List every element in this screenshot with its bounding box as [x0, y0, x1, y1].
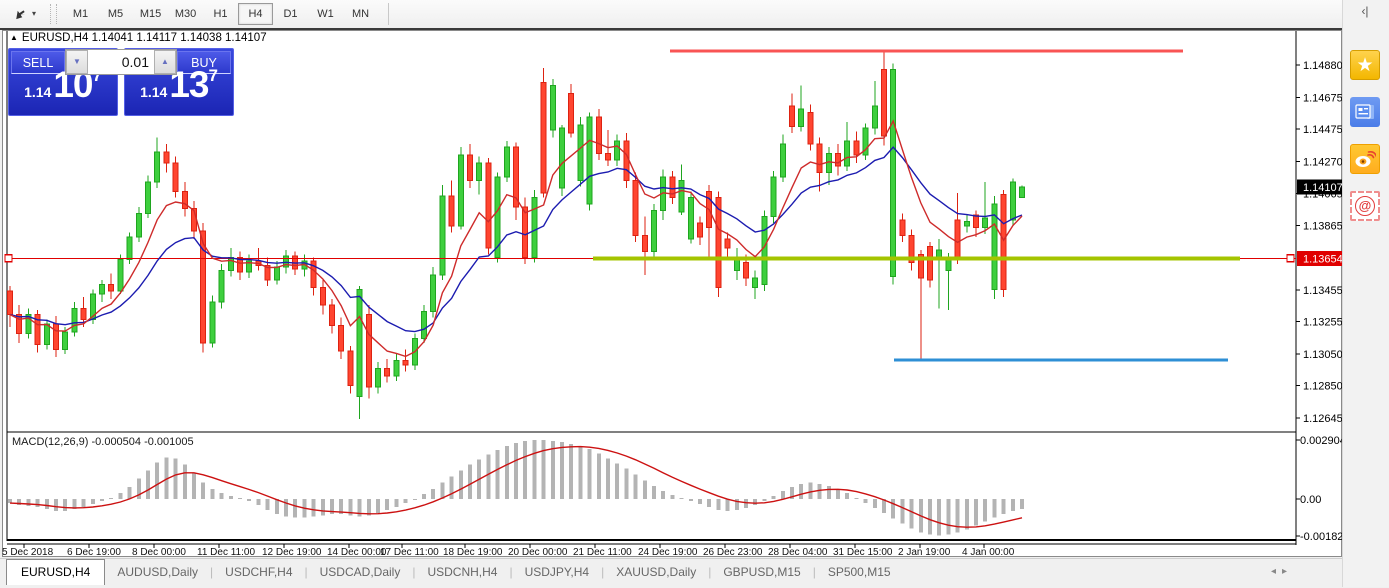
- timeframe-button-h4[interactable]: H4: [238, 3, 274, 25]
- tab-scroll-left-icon[interactable]: ◂: [1270, 566, 1282, 577]
- tab-gbpusd-m15[interactable]: GBPUSD,M15: [723, 565, 801, 579]
- volume-stepper: ▼ ▲: [65, 49, 177, 75]
- toolbar-grip: [50, 4, 58, 24]
- volume-decrease-button[interactable]: ▼: [66, 50, 88, 74]
- mail-button[interactable]: @: [1350, 191, 1380, 221]
- tab-separator: |: [210, 565, 214, 579]
- right-sidebar: ‹| ★ @: [1342, 0, 1389, 587]
- favorites-button[interactable]: ★: [1350, 50, 1380, 80]
- tab-usdjpy-h4[interactable]: USDJPY,H4: [524, 565, 590, 579]
- chevron-down-icon: ▾: [32, 9, 37, 18]
- toolbar-separator: [388, 3, 390, 25]
- weibo-icon: [1355, 151, 1376, 167]
- buy-button[interactable]: BUY: [177, 51, 231, 74]
- timeframe-group: M1 M5 M15 M30 H1 H4 D1 W1 MN: [63, 3, 378, 25]
- chart-title-ohlc: 1.14041 1.14117 1.14038 1.14107: [91, 32, 267, 44]
- weibo-button[interactable]: [1350, 144, 1380, 174]
- tab-separator: |: [304, 565, 308, 579]
- chart-tab-bar: EURUSD,H4 AUDUSD,Daily | USDCHF,H4 | USDCAD,D…: [0, 558, 1345, 588]
- chart-title: ▲ EURUSD,H4 1.14041 1.14117 1.14038 1.141…: [10, 32, 267, 44]
- tab-separator: |: [601, 565, 605, 579]
- tab-sp500-m15[interactable]: SP500,M15: [827, 565, 891, 579]
- macd-name: MACD(12,26,9): [12, 436, 89, 448]
- timeframe-button-m15[interactable]: M15: [139, 8, 162, 20]
- buy-price-small: 1.14: [140, 84, 168, 100]
- one-click-trading-panel: SELL 1.14107 BUY 1.14137 ▼ ▲: [8, 48, 234, 116]
- tab-usdcnh-h4[interactable]: USDCNH,H4: [427, 565, 498, 579]
- chevron-up-icon: ▲: [161, 57, 169, 66]
- timeframe-button-mn[interactable]: MN: [351, 8, 370, 20]
- volume-input[interactable]: [88, 50, 154, 74]
- tab-audusd-daily[interactable]: AUDUSD,Daily: [117, 565, 199, 579]
- tab-xauusd-daily[interactable]: XAUUSD,Daily: [616, 565, 697, 579]
- tab-eurusd-h4[interactable]: EURUSD,H4: [6, 559, 106, 585]
- macd-signal-value: -0.001005: [144, 436, 194, 448]
- volume-increase-button[interactable]: ▲: [154, 50, 176, 74]
- chart-title-symbol: EURUSD,H4: [21, 32, 89, 44]
- tab-scroll-right-icon[interactable]: ▸: [1281, 566, 1293, 577]
- tab-separator: |: [412, 565, 416, 579]
- timeframe-button-m1[interactable]: M1: [72, 8, 89, 20]
- charts-toolbar-button[interactable]: ▾: [6, 5, 42, 23]
- tab-scroll-arrows[interactable]: ◂▸: [1271, 566, 1293, 577]
- timeframe-button-m30[interactable]: M30: [174, 8, 197, 20]
- news-button[interactable]: [1350, 97, 1380, 127]
- chart-tabs: EURUSD,H4 AUDUSD,Daily | USDCHF,H4 | USDCAD,D…: [6, 559, 903, 585]
- macd-indicator-label: MACD(12,26,9) -0.000504 -0.001005: [12, 436, 194, 448]
- expand-triangle-icon: ▲: [10, 33, 18, 42]
- charts-icon: [16, 10, 26, 20]
- tab-separator: |: [509, 565, 513, 579]
- toolbar: ▾ M1 M5 M15 M30 H1 H4 D1 W1 MN: [0, 0, 1345, 28]
- at-icon: @: [1355, 196, 1375, 216]
- sell-price-small: 1.14: [24, 84, 52, 100]
- timeframe-button-h1[interactable]: H1: [213, 8, 228, 20]
- news-icon: [1355, 104, 1374, 119]
- tab-separator: |: [812, 565, 816, 579]
- macd-value: -0.000504: [91, 436, 142, 448]
- tab-usdcad-daily[interactable]: USDCAD,Daily: [319, 565, 401, 579]
- window-top-border: [0, 28, 1345, 30]
- timeframe-button-d1[interactable]: D1: [283, 8, 298, 20]
- timeframe-button-m5[interactable]: M5: [107, 8, 124, 20]
- collapse-panel-button[interactable]: ‹|: [1361, 4, 1369, 18]
- tab-separator: |: [708, 565, 712, 579]
- timeframe-button-w1[interactable]: W1: [317, 8, 334, 20]
- buy-price-sup: 7: [208, 66, 218, 85]
- tab-usdchf-h4[interactable]: USDCHF,H4: [225, 565, 293, 579]
- chevron-down-icon: ▼: [73, 57, 81, 66]
- star-icon: ★: [1356, 54, 1374, 76]
- sell-button[interactable]: SELL: [11, 51, 65, 74]
- sell-price-sup: 7: [92, 66, 102, 85]
